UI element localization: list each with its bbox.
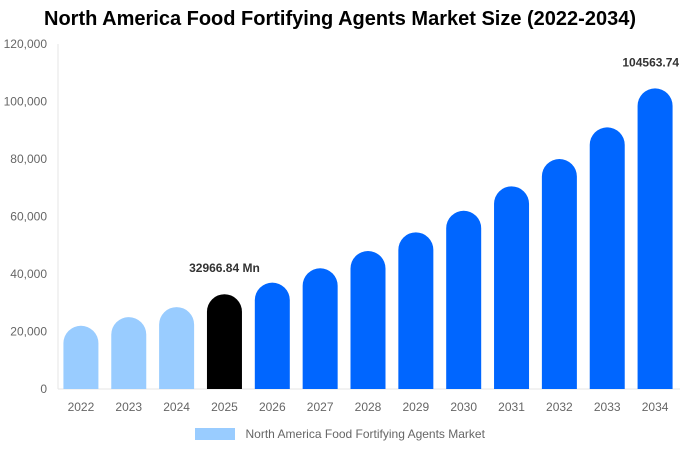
- y-tick-label: 0: [40, 382, 47, 396]
- x-tick-label: 2032: [546, 400, 573, 414]
- bar-2030: [446, 210, 482, 389]
- y-tick-label: 40,000: [10, 267, 47, 281]
- bar-2027: [302, 268, 338, 389]
- x-tick-label: 2027: [307, 400, 334, 414]
- chart-bars: [63, 88, 673, 390]
- x-tick-label: 2030: [450, 400, 477, 414]
- legend-label: North America Food Fortifying Agents Mar…: [245, 426, 485, 441]
- x-tick-label: 2034: [642, 400, 669, 414]
- chart-labels: 32966.84 Mn 104563.74 Mn: [189, 55, 680, 275]
- bar-2024: [159, 307, 195, 389]
- bar-2032: [541, 159, 577, 389]
- x-tick-label: 2028: [355, 400, 382, 414]
- data-label-2034: 104563.74 Mn: [622, 55, 680, 69]
- bar-2028: [350, 251, 386, 389]
- y-tick-label: 100,000: [4, 95, 48, 109]
- bar-2034: [637, 88, 673, 390]
- bar-2025: [206, 294, 242, 389]
- bar-2029: [398, 232, 434, 389]
- bar-2026: [254, 282, 290, 389]
- y-tick-label: 20,000: [10, 325, 47, 339]
- x-tick-label: 2022: [68, 400, 95, 414]
- chart-axes: 0 20,000 40,000 60,000 80,000 100,000 120,000 2…: [4, 37, 680, 414]
- x-tick-label: 2025: [211, 400, 238, 414]
- data-label-2025: 32966.84 Mn: [189, 261, 260, 275]
- bar-2033: [589, 127, 625, 389]
- legend-swatch: [195, 427, 236, 440]
- y-tick-label: 120,000: [4, 37, 48, 51]
- y-tick-label: 80,000: [10, 152, 47, 166]
- bar-2023: [111, 317, 147, 389]
- x-tick-label: 2026: [259, 400, 286, 414]
- chart-legend[interactable]: North America Food Fortifying Agents Mar…: [0, 425, 680, 443]
- bar-2022: [63, 325, 99, 389]
- x-tick-label: 2031: [498, 400, 525, 414]
- y-tick-label: 60,000: [10, 210, 47, 224]
- x-tick-label: 2023: [115, 400, 142, 414]
- bar-2031: [494, 186, 530, 389]
- chart-title: North America Food Fortifying Agents Mar…: [44, 8, 636, 30]
- x-tick-label: 2024: [163, 400, 190, 414]
- x-tick-label: 2033: [594, 400, 621, 414]
- x-tick-label: 2029: [402, 400, 429, 414]
